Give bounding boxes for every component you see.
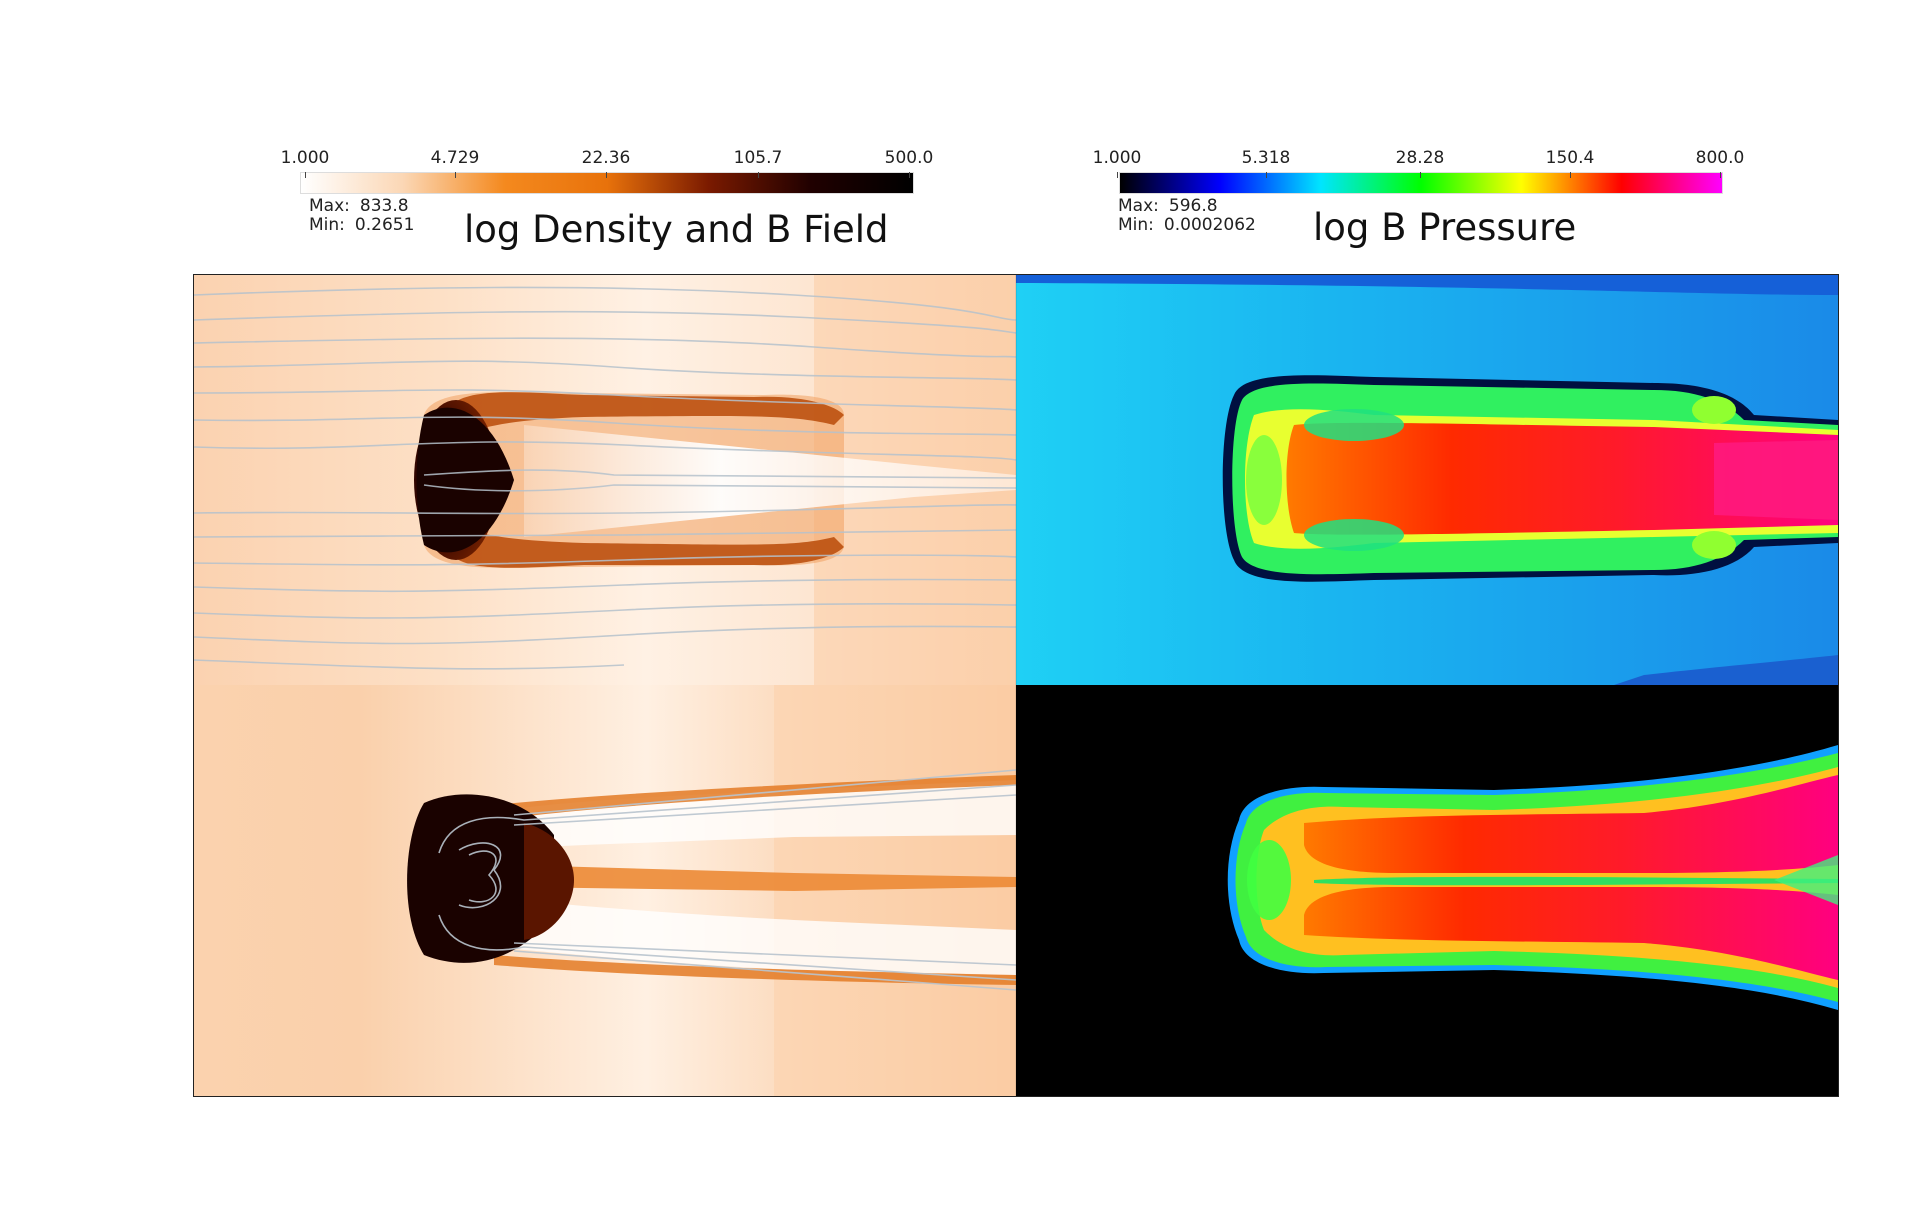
pressure-tick-mark bbox=[1266, 172, 1267, 178]
density-max-value: 833.8 bbox=[359, 196, 409, 216]
density-colorbar-legend: 1.000 4.729 22.36 105.7 500.0 bbox=[281, 148, 934, 198]
pressure-bottom-panel bbox=[1016, 685, 1838, 1096]
density-min-value: 0.2651 bbox=[354, 215, 415, 235]
density-max-label: Max: bbox=[309, 196, 350, 216]
pressure-max-label: Max: bbox=[1118, 196, 1159, 216]
density-min-label: Min: bbox=[309, 215, 345, 235]
pressure-tick-mark bbox=[1420, 172, 1421, 178]
density-tick-label: 22.36 bbox=[581, 148, 631, 168]
pressure-tick-label: 28.28 bbox=[1395, 148, 1445, 168]
pressure-tick-label: 800.0 bbox=[1695, 148, 1745, 168]
pressure-min-value: 0.0002062 bbox=[1163, 215, 1256, 235]
density-tick-label: 105.7 bbox=[733, 148, 783, 168]
density-tick-mark bbox=[305, 172, 306, 178]
density-stats: Max: 833.8 Min: 0.2651 bbox=[309, 197, 414, 235]
pressure-min-label: Min: bbox=[1118, 215, 1154, 235]
pressure-colorbar-tick-labels: 1.000 5.318 28.28 150.4 800.0 bbox=[1093, 148, 1745, 168]
simulation-viewport bbox=[193, 274, 1839, 1097]
density-tick-mark bbox=[606, 172, 607, 178]
density-field-panel bbox=[194, 275, 1017, 685]
pressure-tick-mark bbox=[1117, 172, 1118, 178]
pressure-tick-mark bbox=[1570, 172, 1571, 178]
pressure-tick-mark bbox=[1720, 172, 1721, 178]
density-panel-title: log Density and B Field bbox=[464, 208, 889, 251]
density-colorbar-tick-labels: 1.000 4.729 22.36 105.7 500.0 bbox=[281, 148, 934, 168]
density-tick-mark bbox=[758, 172, 759, 178]
density-colorbar bbox=[300, 172, 914, 194]
pressure-colorbar bbox=[1119, 172, 1723, 194]
pressure-stats: Max: 596.8 Min: 0.0002062 bbox=[1118, 197, 1256, 235]
density-tick-label: 4.729 bbox=[430, 148, 480, 168]
pressure-top-panel bbox=[1016, 275, 1838, 685]
density-tick-label: 500.0 bbox=[884, 148, 934, 168]
density-loop-panel bbox=[194, 685, 1017, 1096]
density-tick-mark bbox=[455, 172, 456, 178]
density-tick-mark bbox=[909, 172, 910, 178]
pressure-tick-label: 150.4 bbox=[1545, 148, 1595, 168]
density-tick-label: 1.000 bbox=[280, 148, 330, 168]
pressure-max-value: 596.8 bbox=[1168, 196, 1218, 216]
pressure-colorbar-legend: 1.000 5.318 28.28 150.4 800.0 bbox=[1093, 148, 1745, 198]
pressure-tick-label: 5.318 bbox=[1241, 148, 1291, 168]
pressure-panel-title: log B Pressure bbox=[1313, 206, 1577, 249]
pressure-tick-label: 1.000 bbox=[1092, 148, 1142, 168]
